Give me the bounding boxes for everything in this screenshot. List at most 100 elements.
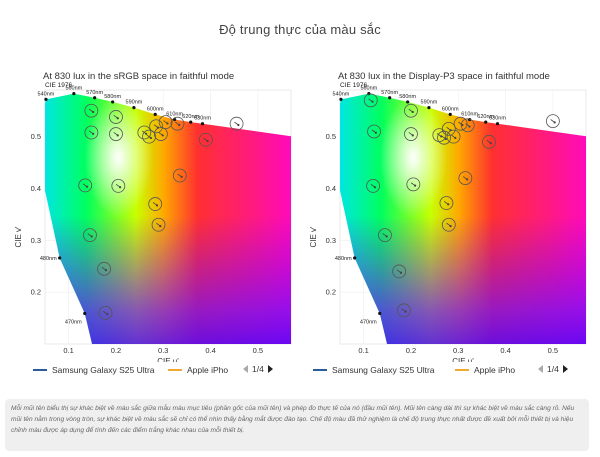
target-circle — [198, 132, 213, 147]
locus-point — [153, 112, 157, 116]
target-circle — [149, 119, 164, 134]
arrow-head — [371, 100, 374, 103]
arrow-head — [178, 123, 181, 127]
chart-legend: Samsung Galaxy S25 Ultra Apple iPho 1/4 — [5, 364, 300, 379]
arrow-head — [104, 269, 108, 272]
wavelength-label: 600nm — [147, 106, 164, 112]
legend-item-apple[interactable]: Apple iPho — [168, 365, 228, 375]
arrow-head — [385, 235, 388, 238]
target-circle — [366, 178, 381, 193]
white-point-glow — [379, 97, 448, 218]
arrow-head — [461, 123, 464, 127]
wavelength-label: 540nm — [333, 91, 350, 97]
target-circle — [404, 103, 418, 118]
samsung-line-icon — [313, 369, 327, 371]
x-tick-label: 0.1 — [358, 346, 368, 355]
arrow-head — [553, 121, 556, 124]
wavelength-label: 610nm — [166, 112, 183, 118]
arrow-head — [206, 139, 209, 143]
target-circle — [392, 264, 407, 279]
target-circle — [363, 93, 378, 108]
target-circle — [367, 124, 381, 139]
wavelength-label: 560nm — [65, 86, 82, 92]
target-circle — [154, 127, 168, 141]
gamut-group — [45, 93, 291, 344]
arrow-head — [166, 122, 169, 125]
wavelength-label: 560nm — [360, 86, 377, 92]
pager-label: 1/4 — [252, 364, 264, 374]
target-circle — [142, 129, 156, 144]
locus-point — [378, 311, 382, 316]
chart-panel-srgb: At 830 lux in the sRGB space in faithful… — [5, 66, 300, 396]
target-circle — [78, 178, 93, 193]
pager-label: 1/4 — [547, 364, 559, 374]
target-circle — [84, 125, 99, 140]
arrow-head — [155, 204, 159, 207]
target-circle — [453, 116, 468, 131]
locus-point — [448, 112, 452, 116]
legend-label: Samsung Galaxy S25 Ultra — [52, 365, 155, 375]
arrow-head — [119, 186, 122, 189]
legend-item-apple[interactable]: Apple iPho — [455, 365, 515, 375]
target-circle — [404, 127, 418, 141]
prev-page-icon[interactable] — [538, 365, 543, 373]
locus-point — [339, 97, 343, 101]
x-tick-label: 0.2 — [406, 346, 416, 355]
locus-point — [353, 256, 357, 260]
arrow-head — [92, 132, 95, 135]
arrow-head — [440, 135, 443, 138]
arrow-head — [411, 134, 414, 137]
arrow-head — [116, 117, 119, 120]
locus-point — [111, 100, 115, 104]
wavelength-label: 630nm — [194, 116, 211, 122]
arrow-head — [466, 178, 469, 181]
x-tick-label: 0.3 — [158, 346, 168, 355]
x-tick-label: 0.4 — [205, 346, 215, 355]
target-circle — [441, 121, 456, 136]
x-axis-label: CIE u' — [157, 357, 179, 362]
wavelength-label: 580nm — [399, 94, 416, 100]
x-tick-label: 0.3 — [453, 346, 463, 355]
prev-page-icon[interactable] — [243, 365, 248, 373]
white-point-glow — [84, 97, 153, 218]
wavelength-label: 470nm — [65, 319, 82, 325]
arrow-head — [374, 131, 377, 134]
target-circle — [441, 217, 456, 232]
legend-label: Samsung Galaxy S25 Ultra — [332, 365, 435, 375]
target-circle — [460, 118, 475, 133]
locus-point — [495, 122, 500, 126]
arrow-head — [159, 224, 162, 228]
wavelength-label: 470nm — [360, 319, 377, 325]
legend-item-samsung[interactable]: Samsung Galaxy S25 Ultra — [313, 365, 435, 375]
locus-point — [93, 96, 97, 100]
arrow-head — [404, 310, 407, 313]
locus-point — [72, 92, 76, 96]
locus-point — [132, 106, 136, 110]
wavelength-label: 620nm — [182, 114, 199, 120]
locus-point — [406, 100, 410, 104]
target-circle — [158, 115, 173, 130]
legend-item-samsung[interactable]: Samsung Galaxy S25 Ultra — [33, 365, 155, 375]
next-page-icon[interactable] — [562, 365, 568, 373]
y-axis-label: CIE v' — [14, 226, 23, 248]
wavelength-label: 480nm — [40, 256, 57, 262]
apple-line-icon — [168, 369, 182, 371]
target-circle — [109, 127, 123, 141]
caption-text: Mỗi mũi tên biểu thị sự khác biệt về màu… — [5, 399, 589, 451]
target-circle — [98, 305, 113, 320]
x-tick-label: 0.2 — [111, 346, 121, 355]
arrow-head — [444, 137, 447, 141]
target-circle — [396, 303, 411, 318]
arrow-head — [449, 224, 452, 228]
arrow-head — [237, 123, 240, 127]
y-tick-label: 0.4 — [326, 184, 336, 193]
arrow-head — [468, 125, 471, 128]
target-circle — [482, 134, 496, 149]
arrow-head — [161, 134, 164, 137]
arrow-head — [447, 203, 450, 206]
arrow-head — [106, 313, 109, 316]
corner-label: CIE 1976 — [45, 82, 72, 89]
arrow-head — [149, 136, 152, 140]
next-page-icon[interactable] — [267, 365, 273, 373]
legend-pager: 1/4 — [538, 364, 568, 374]
